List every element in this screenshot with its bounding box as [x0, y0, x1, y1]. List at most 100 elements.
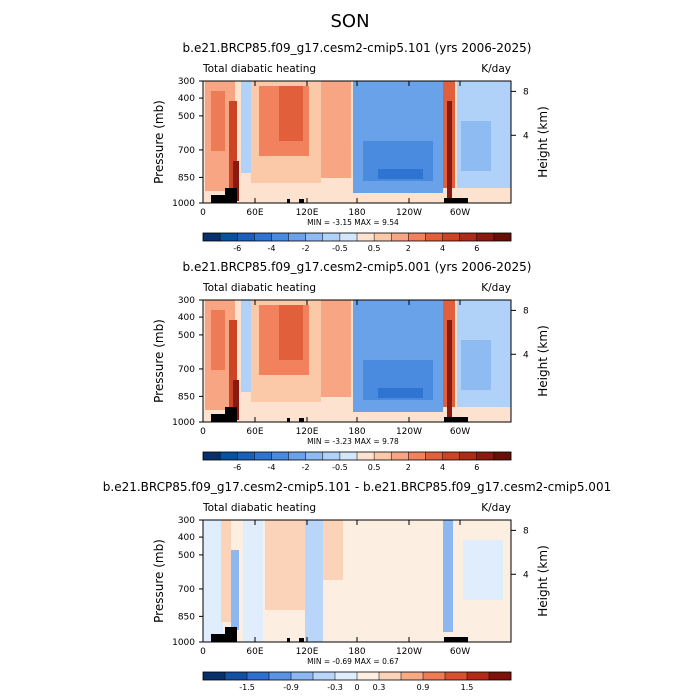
panel-1-units: K/day: [481, 63, 511, 75]
colorbar-label: 6: [474, 244, 479, 253]
cooling-peak: [378, 169, 423, 179]
panel-2-field: [203, 300, 511, 422]
x-tick-label: 180: [348, 427, 365, 437]
colorbar-label: 0: [354, 683, 359, 692]
panel-2-terrain-island-2: [299, 418, 304, 422]
panel-2-terrain-island-1: [287, 418, 290, 422]
colorbar-swatch: [391, 233, 409, 241]
colorbar-swatch: [322, 233, 341, 241]
y2-tick-label: 4: [523, 131, 529, 141]
y2-tick-label: 8: [523, 526, 529, 536]
panel-3-field: [203, 520, 511, 642]
panel-1-terrain-island-2: [299, 199, 304, 203]
colorbar-swatch: [288, 233, 306, 241]
colorbar-swatch: [408, 233, 426, 241]
colorbar-swatch: [237, 452, 255, 460]
panel-2-terrain-peak: [225, 407, 237, 422]
x-tick-label: 120E: [296, 427, 319, 437]
diff-warm-1: [221, 520, 231, 622]
colorbar-swatch: [357, 452, 375, 460]
colorbar-swatch: [339, 452, 358, 460]
panel-3-colorbar: -1.5 -0.9 -0.3 0 0.3 0.9 1.5: [202, 671, 512, 692]
y-tick-label: 700: [178, 365, 195, 375]
y-tick-label: 1000: [172, 199, 195, 209]
y2-tick-label: 8: [523, 87, 529, 97]
figure-title: SON: [330, 11, 369, 32]
x-tick-label: 60W: [450, 427, 470, 437]
colorbar-swatch: [220, 233, 238, 241]
y-tick-label: 500: [178, 112, 195, 122]
colorbar-label: -4: [267, 244, 275, 253]
y2-tick-label: 4: [523, 350, 529, 360]
colorbar-swatch: [442, 452, 460, 460]
diff-cool-6: [463, 540, 503, 600]
colorbar-label: -2: [302, 244, 310, 253]
panel-3-title: b.e21.BRCP85.f09_g17.cesm2-cmip5.101 - b…: [103, 480, 611, 494]
cooling-core-atlantic: [461, 340, 491, 390]
x-tick-label: 60W: [450, 208, 470, 218]
heating-region-pacific: [321, 300, 351, 397]
panel-1-terrain-africa: [211, 195, 237, 203]
x-tick-label: 60E: [246, 208, 263, 218]
panel-1-terrain-island-1: [287, 199, 290, 203]
colorbar-swatch: [335, 672, 358, 680]
panel-3-terrain-africa: [211, 634, 237, 642]
colorbar-label: -4: [267, 463, 275, 472]
heating-core: [211, 310, 225, 370]
colorbar-label: -0.5: [332, 244, 348, 253]
panel-3-y2label: Height (km): [536, 545, 550, 616]
x-tick-label: 0: [200, 208, 206, 218]
panel-1-field: [203, 81, 511, 203]
x-tick-label: 120E: [296, 208, 319, 218]
x-tick-label: 120E: [296, 647, 319, 657]
y-tick-label: 300: [178, 296, 195, 306]
panel-2-ylabel: Pressure (mb): [152, 319, 166, 403]
heating-peak: [233, 161, 239, 201]
y-tick-label: 850: [178, 392, 195, 402]
colorbar-label: 0.5: [368, 244, 381, 253]
colorbar-swatch: [459, 452, 478, 460]
y-tick-label: 850: [178, 612, 195, 622]
colorbar-swatch: [203, 233, 221, 241]
colorbar-swatch: [423, 672, 446, 680]
y-tick-label: 400: [178, 533, 195, 543]
panel-3-stats: MIN = -0.69 MAX = 0.67: [307, 657, 399, 666]
colorbar-swatch: [271, 452, 289, 460]
colorbar-label: -1.5: [239, 683, 255, 692]
cooling-peak: [378, 388, 423, 398]
y-tick-label: 850: [178, 173, 195, 183]
panel-3-terrain-island-2: [299, 638, 304, 642]
diff-cool-3: [243, 520, 263, 642]
colorbar-swatch: [379, 672, 402, 680]
diff-cool-4: [305, 520, 323, 642]
colorbar-swatch: [305, 452, 324, 460]
x-tick-label: 0: [200, 647, 206, 657]
colorbar-swatch: [489, 672, 512, 680]
x-tick-label: 180: [348, 208, 365, 218]
colorbar-swatch: [374, 452, 392, 460]
colorbar-label: -0.5: [332, 463, 348, 472]
colorbar-swatch: [291, 672, 314, 680]
colorbar-label: -0.9: [283, 683, 299, 692]
colorbar-swatch: [374, 233, 392, 241]
y-tick-label: 1000: [172, 418, 195, 428]
heating-column: [229, 101, 237, 203]
colorbar-swatch: [493, 452, 512, 460]
panel-3: b.e21.BRCP85.f09_g17.cesm2-cmip5.101 - b…: [103, 480, 611, 692]
heating-peak: [233, 380, 239, 420]
panel-3-terrain-island-1: [287, 638, 290, 642]
colorbar-swatch: [237, 233, 255, 241]
heating-core: [211, 91, 225, 151]
colorbar-swatch: [313, 672, 336, 680]
x-tick-label: 0: [200, 427, 206, 437]
colorbar-swatch: [220, 452, 238, 460]
colorbar-swatch: [225, 672, 248, 680]
colorbar-swatch: [305, 233, 324, 241]
panel-1-colorbar: -6 -4 -2 -0.5 0.5 2 4 6: [202, 232, 512, 253]
y-tick-label: 300: [178, 516, 195, 526]
panel-2-colorbar: -6 -4 -2 -0.5 0.5 2 4 6: [202, 451, 512, 472]
x-tick-label: 120W: [396, 427, 422, 437]
heating-region-peak: [279, 86, 303, 141]
x-tick-label: 60E: [246, 647, 263, 657]
diff-warm-2: [265, 520, 305, 610]
